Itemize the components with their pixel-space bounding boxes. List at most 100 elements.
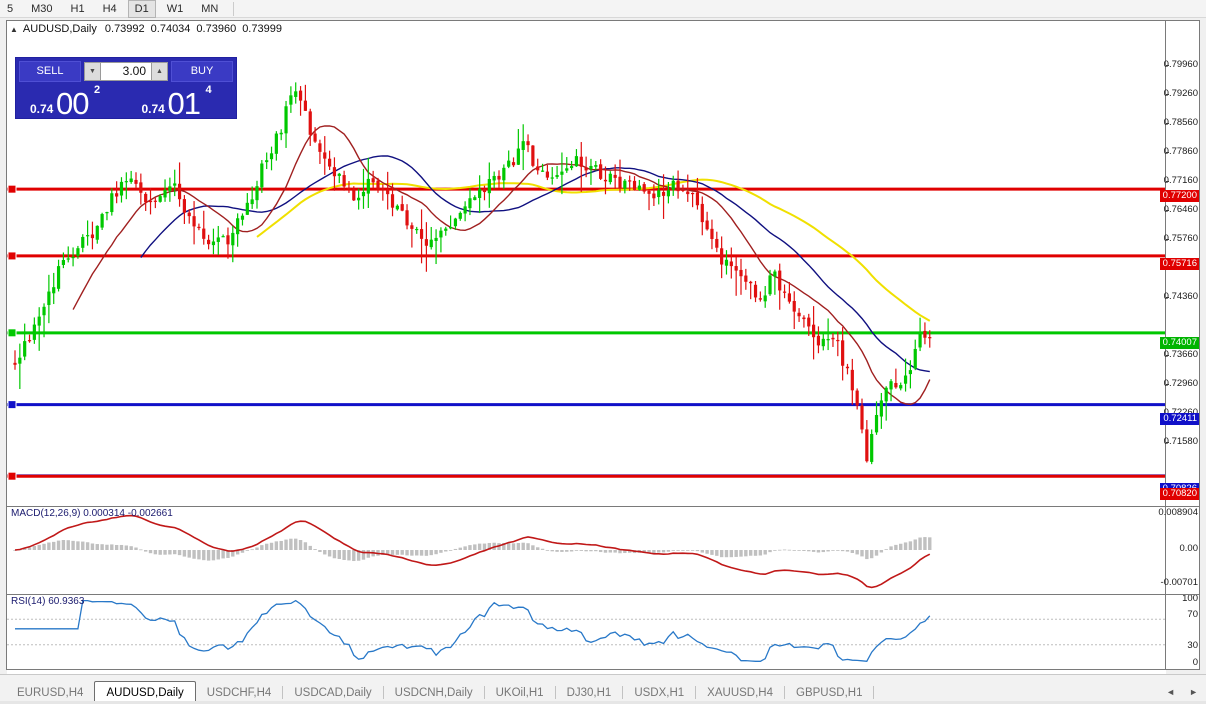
scale-pane-divider — [1166, 506, 1199, 507]
volume-stepper: ▼ 3.00 ▲ — [84, 61, 168, 82]
chart-tab-bar: EURUSD,H4 AUDUSD,Daily USDCHF,H4 USDCAD,Dai… — [0, 674, 1206, 704]
sell-price-big: 00 — [56, 86, 89, 118]
chart-header: ▲ AUDUSD,Daily 0.73992 0.74034 0.73960 0… — [10, 22, 288, 36]
buy-price[interactable]: 0.74 01 4 — [124, 84, 237, 118]
tab-usdcad-daily[interactable]: USDCAD,Daily — [294, 687, 372, 699]
scale-pane-divider — [1166, 594, 1199, 595]
timeframe-h1[interactable]: H1 — [70, 2, 85, 15]
tick-mark — [1166, 297, 1169, 298]
buy-price-prefix: 0.74 — [141, 102, 165, 116]
price-level-badge-green: 0.74007 — [1159, 337, 1199, 349]
tab-usdx-h1[interactable]: USDX,H1 — [634, 687, 685, 699]
ohlc-close: 0.73999 — [242, 23, 282, 35]
price-tick: 0.79260 — [1163, 88, 1198, 99]
tab-divider — [382, 686, 384, 699]
buy-price-big: 01 — [167, 86, 201, 118]
timeframe-5[interactable]: 5 — [7, 2, 14, 15]
rsi-tick: 100 — [1182, 593, 1198, 604]
tabbar-baseline — [0, 701, 1206, 704]
tick-mark — [1166, 384, 1169, 385]
ohlc-open: 0.73992 — [104, 23, 145, 35]
ohlc-high: 0.74034 — [150, 23, 191, 35]
sell-button[interactable]: SELL — [19, 60, 81, 82]
price-level-badge-blue: 0.72411 — [1160, 413, 1199, 425]
price-tick: 0.74360 — [1163, 291, 1198, 302]
timeframe-d1[interactable]: D1 — [127, 0, 156, 18]
macd-pane[interactable]: MACD(12,26,9) 0.000314 -0.002661 — [7, 506, 1166, 594]
tick-mark — [1166, 181, 1169, 182]
rsi-plot — [7, 599, 1166, 662]
tab-xauusd-h4[interactable]: XAUUSD,H4 — [707, 687, 773, 699]
price-tick: 0.79960 — [1163, 59, 1198, 70]
timeframe-mn[interactable]: MN — [201, 2, 219, 15]
timeframe-toolbar: 5 M30 H1 H4 D1 W1 MN — [0, 0, 1206, 18]
tick-mark — [1166, 355, 1169, 356]
timeframe-h4[interactable]: H4 — [102, 2, 117, 15]
buy-price-fraction: 4 — [205, 84, 212, 96]
chevron-down-icon[interactable]: ▼ — [84, 61, 101, 81]
tab-scroll-arrows: ◄ ► — [1166, 687, 1198, 697]
price-tick: 0.77860 — [1163, 146, 1198, 157]
rsi-tick: 70 — [1187, 609, 1198, 620]
triangle-up-icon[interactable]: ▲ — [10, 24, 18, 34]
tab-dj30-h1[interactable]: DJ30,H1 — [566, 687, 612, 699]
macd-tick: 0.00 — [1179, 543, 1199, 554]
tick-mark — [1166, 94, 1169, 95]
sell-price-prefix: 0.74 — [30, 102, 54, 116]
trade-panel-prices: 0.74 00 2 0.74 01 4 — [16, 84, 236, 118]
chevron-up-icon[interactable]: ▲ — [151, 61, 168, 81]
tab-divider — [695, 686, 697, 699]
rsi-tick: 0 — [1192, 657, 1198, 668]
price-tick: 0.78560 — [1163, 117, 1198, 128]
tab-audusd-daily[interactable]: AUDUSD,Daily — [94, 681, 196, 704]
price-pane[interactable] — [7, 21, 1166, 506]
price-tick: 0.72960 — [1163, 378, 1198, 389]
tab-ukoil-h1[interactable]: UKOil,H1 — [495, 687, 544, 699]
price-tick: 0.73660 — [1163, 349, 1198, 360]
price-tick: 0.71580 — [1163, 436, 1198, 447]
chart-symbol-label: AUDUSD,Daily — [22, 23, 97, 35]
tick-mark — [1166, 442, 1169, 443]
tab-scroll-right-icon[interactable]: ► — [1189, 687, 1198, 697]
candlestick-plot — [7, 82, 1166, 481]
tab-divider — [282, 686, 284, 699]
price-scale[interactable]: 0.79960 0.79260 0.78560 0.77860 0.77160 0.764… — [1158, 21, 1199, 669]
tab-divider — [784, 686, 785, 699]
sell-price-fraction: 2 — [94, 84, 101, 96]
tab-usdcnh-daily[interactable]: USDCNH,Daily — [394, 687, 473, 699]
tick-mark — [1166, 210, 1169, 211]
price-level-badge-red: 0.77200 — [1159, 190, 1199, 202]
price-tick: 0.75760 — [1163, 233, 1198, 244]
timeframe-m30[interactable]: M30 — [31, 2, 53, 15]
tick-mark — [1166, 123, 1169, 124]
macd-plot — [13, 514, 932, 589]
tab-divider — [554, 686, 556, 699]
tab-gbpusd-h1[interactable]: GBPUSD,H1 — [796, 687, 863, 699]
tick-mark — [1166, 239, 1169, 240]
price-level-badge-red: 0.70820 — [1159, 488, 1199, 500]
macd-tick: 0.008904 — [1158, 507, 1198, 518]
tab-divider — [483, 686, 485, 699]
rsi-tick: 30 — [1187, 640, 1198, 651]
tab-eurusd-h4[interactable]: EURUSD,H4 — [17, 687, 84, 699]
chart-window: ▲ AUDUSD,Daily 0.73992 0.74034 0.73960 0… — [6, 20, 1200, 687]
volume-input[interactable]: 3.00 — [101, 61, 151, 81]
price-level-badge-red: 0.75716 — [1159, 258, 1199, 270]
macd-tick: -0.00701 — [1160, 577, 1198, 588]
rsi-pane[interactable]: RSI(14) 60.9363 — [7, 594, 1166, 669]
price-tick: 0.72260 — [1164, 408, 1198, 418]
trade-panel-controls: SELL ▼ 3.00 ▲ BUY — [16, 58, 236, 84]
tab-divider — [622, 686, 624, 699]
macd-label: MACD(12,26,9) 0.000314 -0.002661 — [11, 508, 173, 519]
sell-price[interactable]: 0.74 00 2 — [16, 84, 125, 118]
tab-scroll-left-icon[interactable]: ◄ — [1166, 687, 1176, 697]
tab-usdchf-h4[interactable]: USDCHF,H4 — [206, 687, 272, 699]
price-tick: 0.76460 — [1163, 204, 1198, 215]
tick-mark — [1166, 65, 1169, 66]
timeframe-w1[interactable]: W1 — [166, 2, 184, 15]
ohlc-low: 0.73960 — [196, 23, 237, 35]
buy-button[interactable]: BUY — [171, 60, 233, 82]
tick-mark — [1166, 152, 1169, 153]
price-tick: 0.77160 — [1163, 175, 1198, 186]
